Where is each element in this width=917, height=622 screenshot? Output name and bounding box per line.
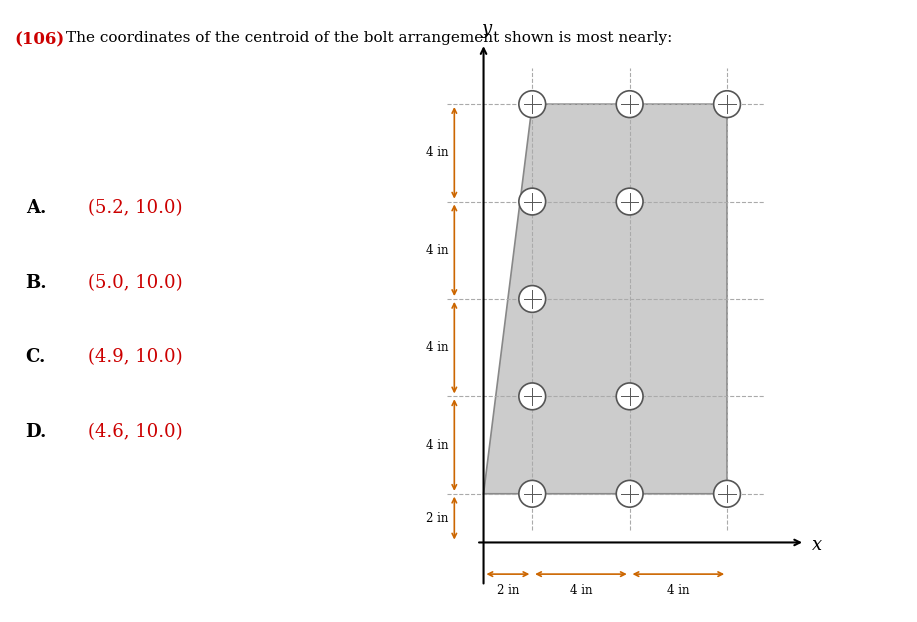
Text: y: y [482,21,492,39]
Circle shape [519,285,546,312]
Text: A.: A. [26,199,46,217]
Text: (5.0, 10.0): (5.0, 10.0) [88,274,182,292]
Circle shape [519,91,546,118]
Text: C.: C. [26,348,46,366]
Circle shape [519,383,546,410]
Text: 4 in: 4 in [425,244,448,257]
Circle shape [616,91,643,118]
Text: (5.2, 10.0): (5.2, 10.0) [88,199,182,217]
Text: The coordinates of the centroid of the bolt arrangement shown is most nearly:: The coordinates of the centroid of the b… [66,31,672,45]
Text: (106): (106) [15,31,65,48]
Circle shape [713,480,740,507]
Text: B.: B. [26,274,48,292]
Text: (4.9, 10.0): (4.9, 10.0) [88,348,182,366]
Circle shape [519,188,546,215]
Circle shape [616,480,643,507]
Text: 2 in: 2 in [425,512,448,524]
Text: 4 in: 4 in [667,584,690,597]
Circle shape [713,91,740,118]
Polygon shape [483,104,727,494]
Text: 2 in: 2 in [497,584,519,597]
Text: 4 in: 4 in [425,146,448,159]
Circle shape [519,480,546,507]
Text: (4.6, 10.0): (4.6, 10.0) [88,423,182,441]
Text: 4 in: 4 in [569,584,592,597]
Circle shape [616,188,643,215]
Text: 4 in: 4 in [425,439,448,452]
Circle shape [616,383,643,410]
Text: 4 in: 4 in [425,341,448,354]
Text: D.: D. [26,423,47,441]
Text: x: x [812,536,823,554]
